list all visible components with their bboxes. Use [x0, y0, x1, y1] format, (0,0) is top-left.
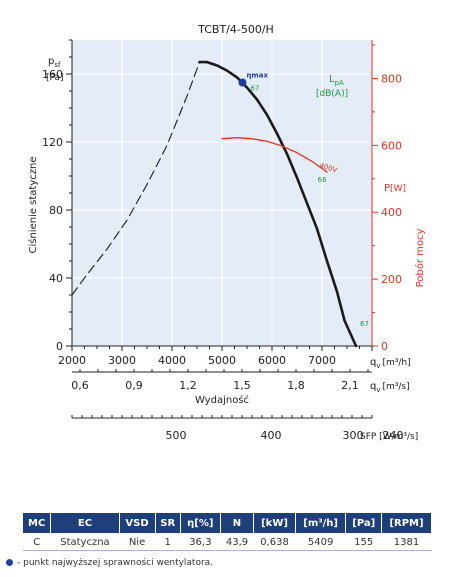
spec-table-header-cell: [kW]: [253, 512, 296, 534]
sound-level-letter: L: [329, 74, 335, 85]
spec-table-header-cell: [m³/h]: [294, 512, 347, 534]
sfp-axis-label: SFP [W/m³/s]: [360, 432, 418, 442]
spec-table-row: C Statyczna Nie 1 36,3 43,9 0,638 5409 155 1381: [22, 533, 432, 551]
spec-table-cell: C: [22, 533, 51, 551]
spec-table-header-cell: MC: [21, 512, 52, 534]
spec-table-header-cell: [RPM]: [381, 512, 432, 534]
y-axis-unit: [Pa]: [46, 73, 64, 83]
x2-tick-label: 0,9: [125, 379, 143, 392]
x2-axis-unit: [m³/s]: [383, 382, 410, 392]
sfp-tick-label: 500: [166, 429, 187, 442]
y-axis-symbol-letter: p: [48, 56, 54, 67]
unstable-region-curve: [71, 61, 201, 296]
spec-table-header-cell: SR: [154, 512, 181, 534]
spec-table: MC EC VSD SR η[%] N [kW] [m³/h] [Pa] [RPM] C Staty…: [21, 512, 432, 551]
x2-tick-label: 2,1: [341, 379, 359, 392]
series-layer: [71, 60, 358, 348]
y2-tick-label: 0: [381, 340, 388, 353]
y2-axis-unit: [W]: [390, 184, 406, 194]
x-tick-label: 3000: [108, 354, 136, 367]
sound-level-unit: [dB(A)]: [316, 89, 348, 99]
x2-tick-label: 1,2: [179, 379, 197, 392]
spec-table-cell: 155: [345, 533, 382, 551]
footnote-text: - punkt najwyższej sprawności wentylator…: [17, 558, 214, 568]
y2-tick-label: 400: [381, 206, 402, 219]
sfp-tick-label: 240: [383, 429, 404, 442]
y2-tick-label: 800: [381, 72, 402, 85]
footnote: - punkt najwyższej sprawności wentylator…: [6, 558, 213, 568]
y2-axis-symbol: P[W]: [384, 183, 406, 194]
x-axis-sub: v: [376, 362, 380, 370]
x-tick-label: 6000: [258, 354, 286, 367]
y-axis-caption: Ciśnienie statyczne: [27, 156, 39, 253]
sfp-tick-label: 300: [343, 429, 364, 442]
fan-performance-chart: TCBT/4-500/H psf [Pa] Ciśnienie statyczn…: [27, 23, 426, 442]
sound-value-label: 67: [360, 320, 369, 328]
eta-max-point: [238, 78, 247, 87]
x-axis-label: qv [m³/h]: [370, 357, 411, 370]
chart-title: TCBT/4-500/H: [197, 23, 274, 36]
x-axis-unit: [m³/h]: [383, 358, 411, 368]
x-axis-symbol: q: [370, 357, 376, 368]
spec-table-cell: 1: [155, 533, 181, 551]
x2-axis-caption: Wydajność: [195, 394, 249, 406]
spec-table-cell: 36,3: [180, 533, 221, 551]
y2-axis-symbol-letter: P: [384, 183, 390, 194]
y2-tick-label: 200: [381, 273, 402, 286]
spec-table-cell: Nie: [119, 533, 156, 551]
y-tick-label: 80: [49, 204, 63, 217]
x2-tick-label: 0,6: [71, 379, 89, 392]
spec-table-header-cell: N: [219, 512, 255, 534]
pressure-curve: [198, 60, 358, 348]
spec-table-cell: 43,9: [220, 533, 254, 551]
spec-table-header-cell: [Pa]: [345, 512, 383, 534]
spec-table-header: MC EC VSD SR η[%] N [kW] [m³/h] [Pa] [RPM]: [21, 512, 432, 534]
y2-axis-caption: Pobór mocy: [414, 229, 426, 288]
power-curve-400v: [221, 137, 328, 173]
x-tick-label: 4000: [158, 354, 186, 367]
spec-table-header-cell: η[%]: [179, 512, 221, 534]
spec-table-header-cell: VSD: [118, 512, 156, 534]
x2-tick-label: 1,8: [287, 379, 305, 392]
spec-table-header-cell: EC: [50, 512, 120, 534]
sfp-tick-label: 400: [261, 429, 282, 442]
sound-value-label: 67: [250, 85, 259, 93]
eta-max-dot-icon: [6, 559, 13, 566]
y-tick-label: 120: [42, 136, 63, 149]
sound-level-symbol: LpA: [329, 74, 344, 87]
y-tick-label: 40: [49, 272, 63, 285]
y-axis-symbol: psf: [48, 56, 61, 69]
spec-table-cell: 5409: [295, 533, 346, 551]
x-tick-label: 2000: [58, 354, 86, 367]
grid-lines: [71, 40, 372, 347]
spec-table-cell: 0,638: [253, 533, 296, 551]
y-tick-label: 160: [42, 68, 63, 81]
y2-tick-label: 600: [381, 139, 402, 152]
x2-axis-sub: v: [376, 386, 380, 394]
sound-value-label: 66: [318, 176, 327, 184]
x2-axis-label: qv [m³/s]: [370, 381, 410, 394]
x2-axis-symbol: q: [370, 381, 376, 392]
x-tick-label: 7000: [308, 354, 336, 367]
x-tick-label: 5000: [208, 354, 236, 367]
y-tick-label: 0: [56, 340, 63, 353]
x2-tick-label: 1,5: [233, 379, 251, 392]
spec-table-cell: 1381: [381, 533, 432, 551]
spec-table-cell: Statyczna: [50, 533, 120, 551]
sound-level-sub: pA: [335, 79, 344, 87]
y-axis-symbol-sub: sf: [54, 61, 61, 69]
eta-max-label: ηmax: [246, 72, 268, 80]
